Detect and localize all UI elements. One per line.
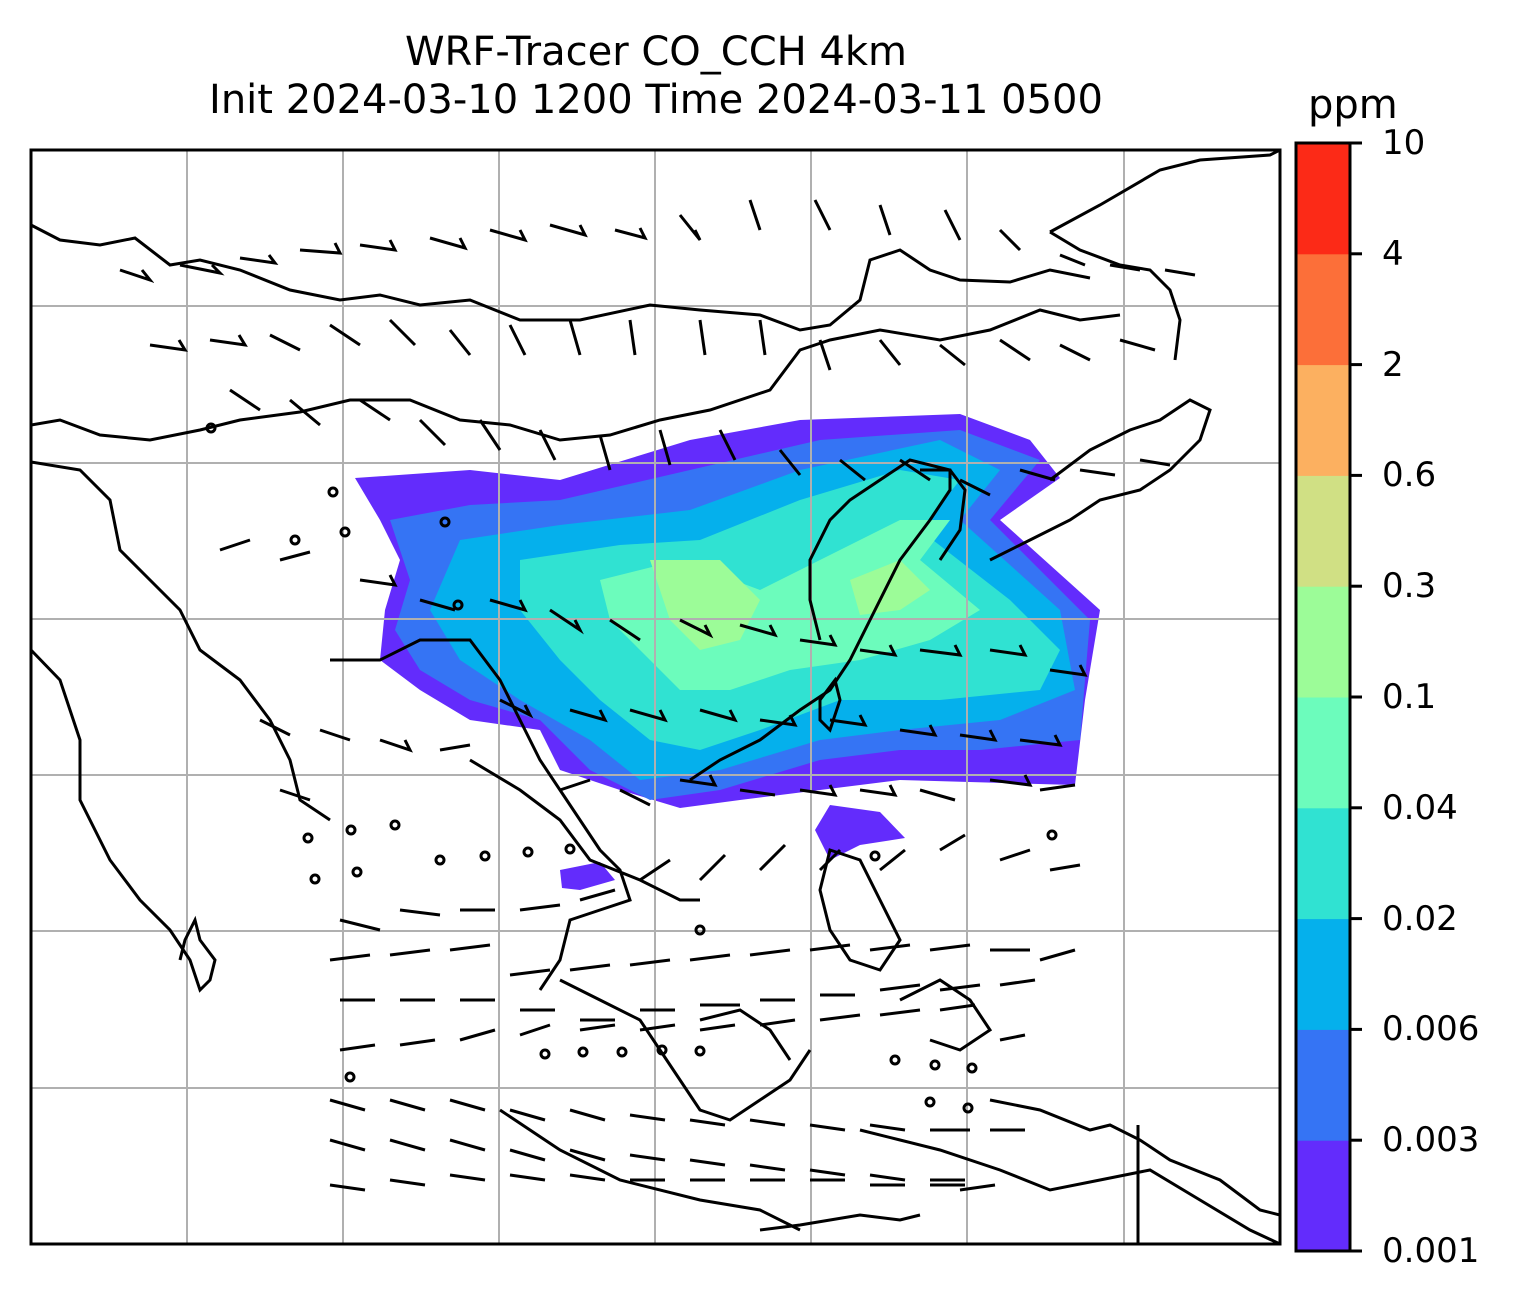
colorbar-tick-label: 2 [1382, 344, 1404, 385]
colorbar-tick-label: 10 [1382, 123, 1426, 163]
plume-level-6 [650, 560, 760, 650]
map-panel [31, 150, 1280, 1244]
colorbar-tick-label: 0.006 [1382, 1009, 1480, 1050]
colorbar-segment [1296, 143, 1350, 255]
title-line-2: Init 2024-03-10 1200 Time 2024-03-11 050… [209, 77, 1103, 123]
colorbar-segment [1296, 364, 1350, 476]
colorbar-segment [1296, 1140, 1350, 1252]
plume-level-6b [850, 560, 930, 615]
colorbar-tick-label: 0.003 [1382, 1120, 1480, 1161]
colorbar-tick-label: 0.02 [1382, 898, 1458, 939]
gridlines [31, 150, 1280, 1244]
tracer-plume [355, 414, 1100, 890]
colorbar-segment [1296, 1029, 1350, 1141]
colorbar-segment [1296, 253, 1350, 366]
plume-level-1c [560, 862, 615, 890]
colorbar-segment [1296, 697, 1350, 809]
chart-title: WRF-Tracer CO_CCH 4km Init 2024-03-10 12… [30, 28, 1282, 124]
colorbar [1296, 141, 1362, 1253]
colorbar-tick-label: 0.3 [1382, 566, 1437, 607]
wind-barbs [119, 199, 1196, 1192]
colorbar-segment [1296, 918, 1350, 1030]
colorbar-tick-label: 0.001 [1382, 1231, 1480, 1271]
plume-level-5 [600, 520, 980, 690]
plume-level-1b [815, 805, 905, 860]
colorbar-tick-label: 0.6 [1382, 455, 1437, 496]
colorbar-tick-label: 4 [1382, 233, 1404, 274]
colorbar-segment [1296, 475, 1350, 587]
colorbar-tick-label: 0.1 [1382, 677, 1437, 717]
colorbar-segment [1296, 586, 1350, 698]
colorbar-frame [1294, 141, 1352, 1253]
colorbar-segment [1296, 807, 1350, 920]
title-line-1: WRF-Tracer CO_CCH 4km [404, 29, 908, 75]
colorbar-tick-label: 0.04 [1382, 787, 1458, 828]
map-frame [29, 148, 1282, 1246]
colorbar-unit-label: ppm [1308, 82, 1398, 128]
coastlines [31, 150, 1280, 1244]
